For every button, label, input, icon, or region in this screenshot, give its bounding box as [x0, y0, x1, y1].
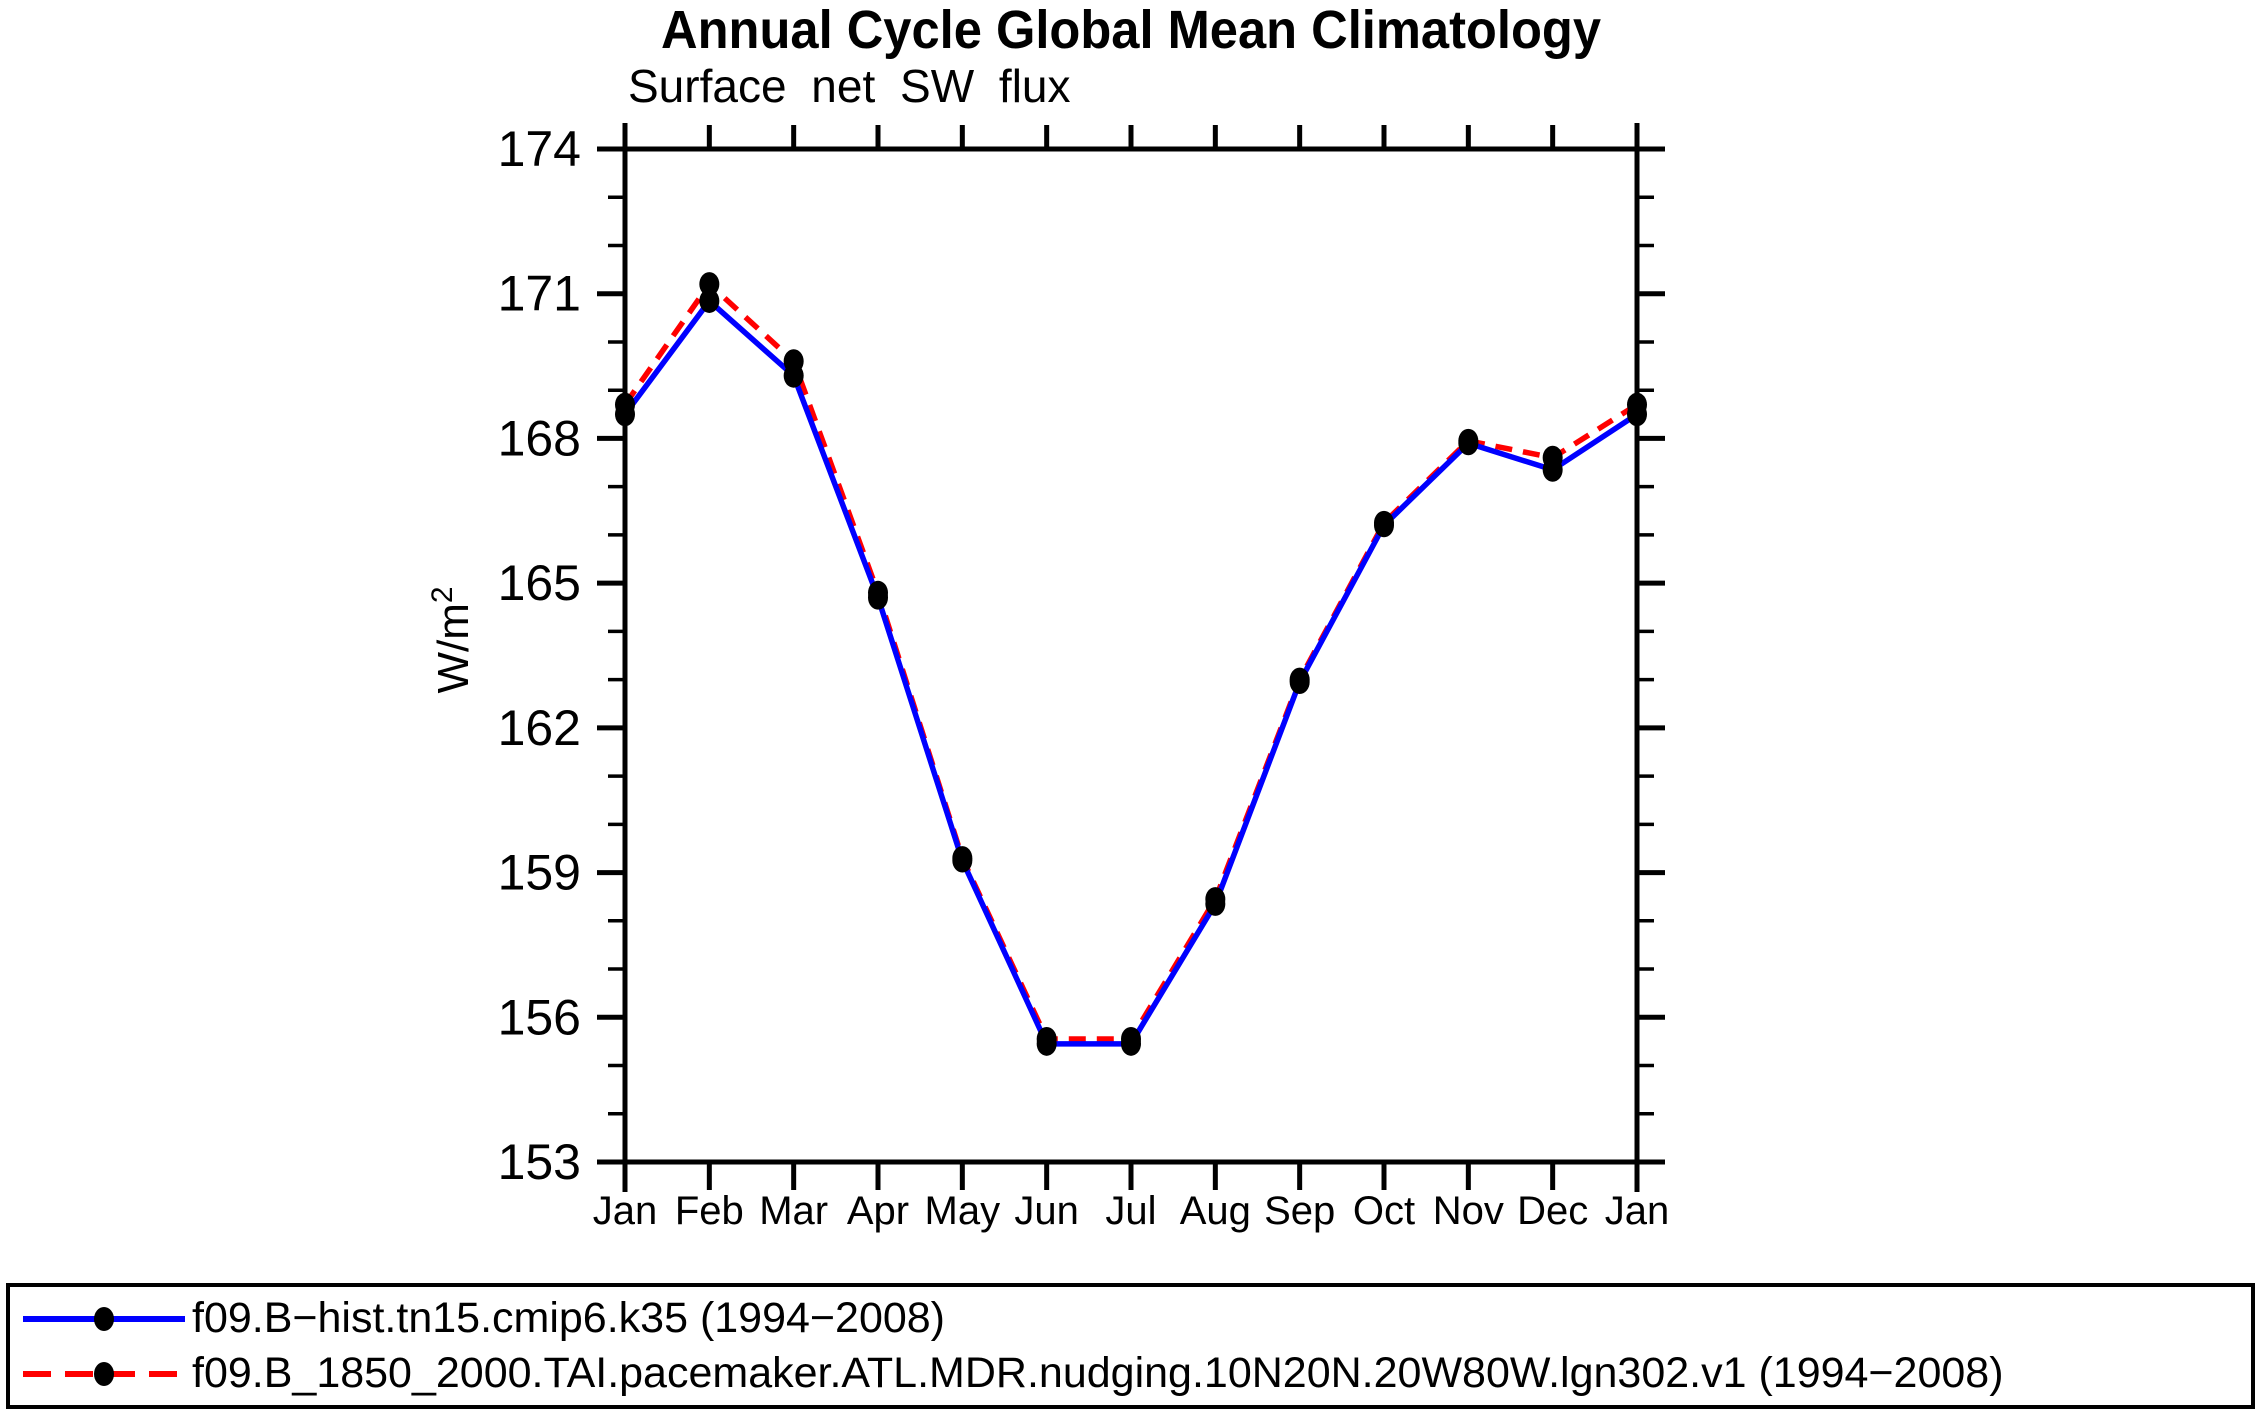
x-tick-label: Jun — [1014, 1189, 1079, 1233]
x-tick-label: Jul — [1105, 1189, 1156, 1233]
legend-label-hist: f09.B−hist.tn15.cmip6.k35 (1994−2008) — [192, 1294, 946, 1342]
data-point-marker — [1036, 1031, 1057, 1056]
data-point-marker — [868, 585, 888, 610]
y-tick-label: 171 — [498, 266, 581, 322]
y-tick-label: 168 — [498, 410, 581, 466]
legend-entry-hist: f09.B−hist.tn15.cmip6.k35 (1994−2008) — [20, 1294, 2243, 1343]
chart-subtitle: Surface net SW flux — [628, 60, 1071, 112]
x-tick-label: Nov — [1433, 1189, 1504, 1233]
x-tick-label: May — [925, 1189, 1001, 1233]
chart-title: Annual Cycle Global Mean Climatology — [661, 0, 1601, 60]
legend: f09.B−hist.tn15.cmip6.k35 (1994−2008) f0… — [6, 1283, 2255, 1409]
data-point-marker — [952, 848, 973, 873]
x-tick-label: Feb — [675, 1189, 744, 1233]
series-line-0 — [622, 296, 1639, 1047]
x-tick-label: Aug — [1180, 1189, 1251, 1233]
series-line-1 — [622, 279, 1639, 1042]
data-point-marker — [1458, 431, 1479, 456]
x-tick-label: Jan — [593, 1189, 658, 1233]
data-point-marker — [699, 272, 720, 297]
y-tick-label: 159 — [498, 845, 581, 901]
legend-line-sample-solid-icon — [23, 1306, 185, 1331]
data-point-marker — [1542, 457, 1563, 482]
data-point-marker — [1627, 402, 1647, 427]
data-point-marker — [1205, 891, 1226, 916]
x-tick-label: Apr — [847, 1189, 909, 1233]
x-tick-label: Sep — [1264, 1189, 1335, 1233]
data-point-marker — [615, 402, 635, 427]
y-tick-label: 153 — [498, 1134, 581, 1190]
x-tick-label: Oct — [1353, 1189, 1415, 1233]
x-tick-label: Dec — [1517, 1189, 1588, 1233]
y-tick-label: 156 — [498, 989, 581, 1045]
x-tick-label: Mar — [759, 1189, 828, 1233]
legend-label-pacemaker: f09.B_1850_2000.TAI.pacemaker.ATL.MDR.nu… — [192, 1349, 2004, 1397]
x-tick-label: Jan — [1605, 1189, 1670, 1233]
data-series — [615, 272, 1647, 1056]
data-point-marker — [783, 363, 804, 388]
data-point-marker — [699, 288, 720, 313]
y-tick-label: 174 — [498, 121, 581, 177]
y-axis-title: W/m2 — [426, 586, 478, 693]
legend-entry-pacemaker: f09.B_1850_2000.TAI.pacemaker.ATL.MDR.nu… — [20, 1349, 2243, 1398]
y-tick-label: 165 — [498, 555, 581, 611]
legend-line-sample-dashed-icon — [23, 1361, 185, 1386]
data-point-marker — [1121, 1031, 1141, 1056]
axes: 153 156 159 162 165 168 171 174 Jan Feb Mar Apr May J… — [426, 121, 1669, 1233]
data-point-marker — [1374, 513, 1394, 538]
chart-canvas: Annual Cycle Global Mean Climatology Sur… — [426, 0, 1669, 1233]
data-point-marker — [1289, 670, 1310, 695]
y-tick-label: 162 — [498, 700, 581, 756]
